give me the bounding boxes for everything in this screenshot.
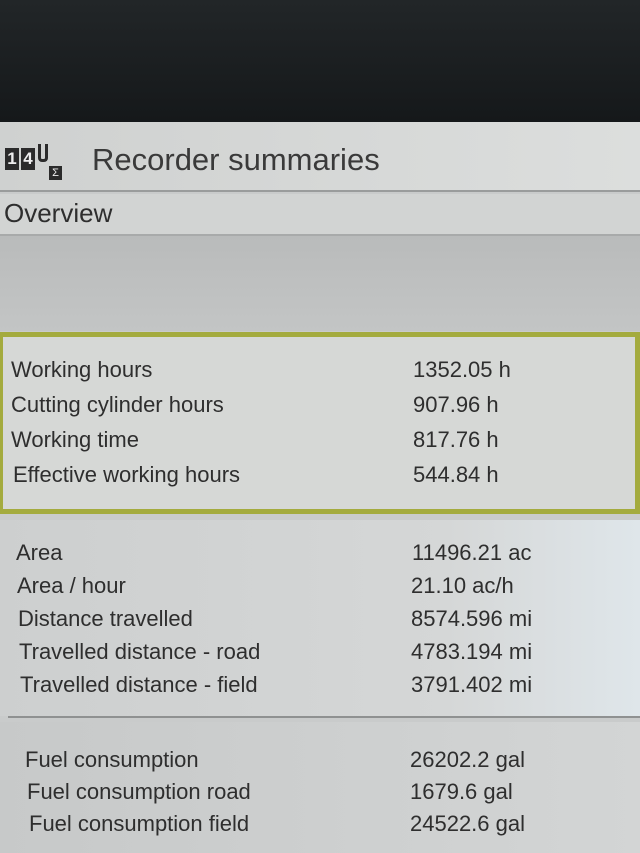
- row-value: 8574.596 mi: [411, 606, 533, 631]
- row-value: 11496.21 ac: [412, 540, 532, 565]
- row-value: 1352.05 h: [413, 357, 511, 382]
- row-label: Fuel consumption road: [27, 779, 251, 804]
- row-label: Area / hour: [17, 573, 126, 598]
- row-value: 1679.6 gal: [410, 779, 513, 804]
- row-label: Area: [16, 540, 63, 565]
- row-label: Effective working hours: [13, 462, 241, 487]
- row-label: Distance travelled: [18, 606, 193, 631]
- row-value: 3791.402 mi: [411, 672, 533, 697]
- row-label: Working time: [11, 427, 139, 452]
- icon-digit: 4: [21, 148, 35, 170]
- row-label: Travelled distance - road: [19, 639, 261, 664]
- hours-section: Working hours 1352.05 h Cutting cylinder …: [0, 332, 640, 514]
- row-label: Travelled distance - field: [20, 672, 258, 697]
- row-label: Working hours: [11, 357, 153, 382]
- fuel-section: Fuel consumption 26202.2 gal Fuel consump…: [0, 722, 640, 853]
- divider: [8, 716, 640, 718]
- screen-bezel: [0, 0, 640, 122]
- area-distance-section: Area 11496.21 ac Area / hour 21.10 ac/h Di…: [0, 520, 640, 716]
- row-value: 26202.2 gal: [410, 747, 525, 772]
- tab-overview[interactable]: Overview: [0, 194, 640, 236]
- row-label: Fuel consumption: [25, 747, 199, 772]
- row-value: 24522.6 gal: [410, 811, 525, 836]
- row-value: 817.76 h: [413, 427, 499, 452]
- page-header: 1 4 Σ Recorder summaries: [0, 122, 640, 192]
- row-value: 544.84 h: [413, 462, 499, 487]
- sigma-icon: Σ: [49, 166, 62, 180]
- row-value: 907.96 h: [413, 392, 499, 417]
- display-screen: 1 4 Σ Recorder summaries Overview Workin…: [0, 122, 640, 853]
- cylinder-glyph: [38, 144, 48, 162]
- row-value: 4783.194 mi: [411, 639, 533, 664]
- row-label: Cutting cylinder hours: [11, 392, 224, 417]
- page-title: Recorder summaries: [92, 142, 380, 177]
- icon-digit: 1: [5, 148, 19, 170]
- recorder-summary-icon: 1 4 Σ: [5, 144, 67, 182]
- row-label: Fuel consumption field: [29, 811, 250, 836]
- row-value: 21.10 ac/h: [411, 573, 514, 598]
- empty-area: [0, 236, 640, 331]
